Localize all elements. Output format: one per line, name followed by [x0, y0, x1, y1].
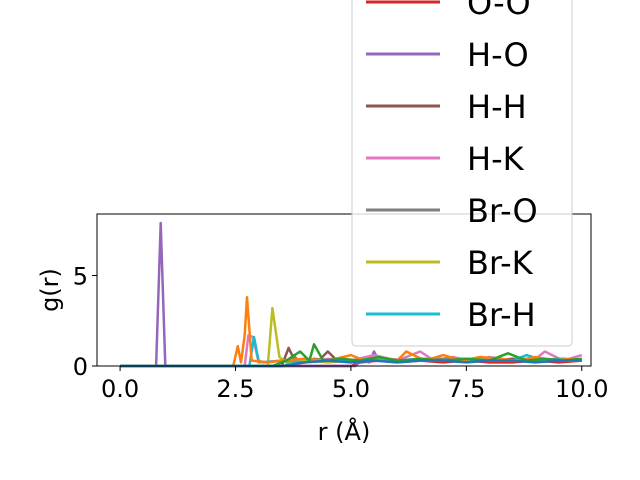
x-tick-label: 0.0: [101, 375, 139, 403]
x-axis-ticks: 0.0 2.5 5.0 7.5 10.0: [101, 366, 608, 403]
legend-label-br-h: Br-H: [467, 296, 536, 334]
x-axis-label: r (Å): [318, 417, 371, 446]
x-tick-label: 7.5: [447, 375, 485, 403]
plot-frame: [96, 213, 592, 367]
legend-label-h-o: H-O: [467, 36, 529, 74]
x-tick-label: 10.0: [555, 375, 608, 403]
x-tick-label: 5.0: [332, 375, 370, 403]
y-axis-ticks: 05: [73, 263, 97, 381]
legend-box: [351, 0, 573, 347]
series-line-10: [120, 359, 582, 368]
y-axis-label: g(r): [36, 268, 64, 312]
legend-label-h-k: H-K: [467, 140, 525, 178]
legend-label-h-h: H-H: [467, 88, 527, 126]
legend-items: O-O H-O H-H H-K Br-O Br-K Br-H: [366, 0, 538, 334]
y-tick-label: 5: [73, 263, 88, 291]
legend-label-br-o: Br-O: [467, 192, 538, 230]
legend-label-o-o: O-O: [467, 0, 531, 22]
y-tick-label: 0: [73, 353, 88, 381]
series-line-9: [120, 343, 582, 368]
legend-label-br-k: Br-K: [467, 244, 534, 282]
legend: O-O H-O H-H H-K Br-O Br-K Br-H: [351, 0, 573, 347]
x-tick-label: 2.5: [216, 375, 254, 403]
